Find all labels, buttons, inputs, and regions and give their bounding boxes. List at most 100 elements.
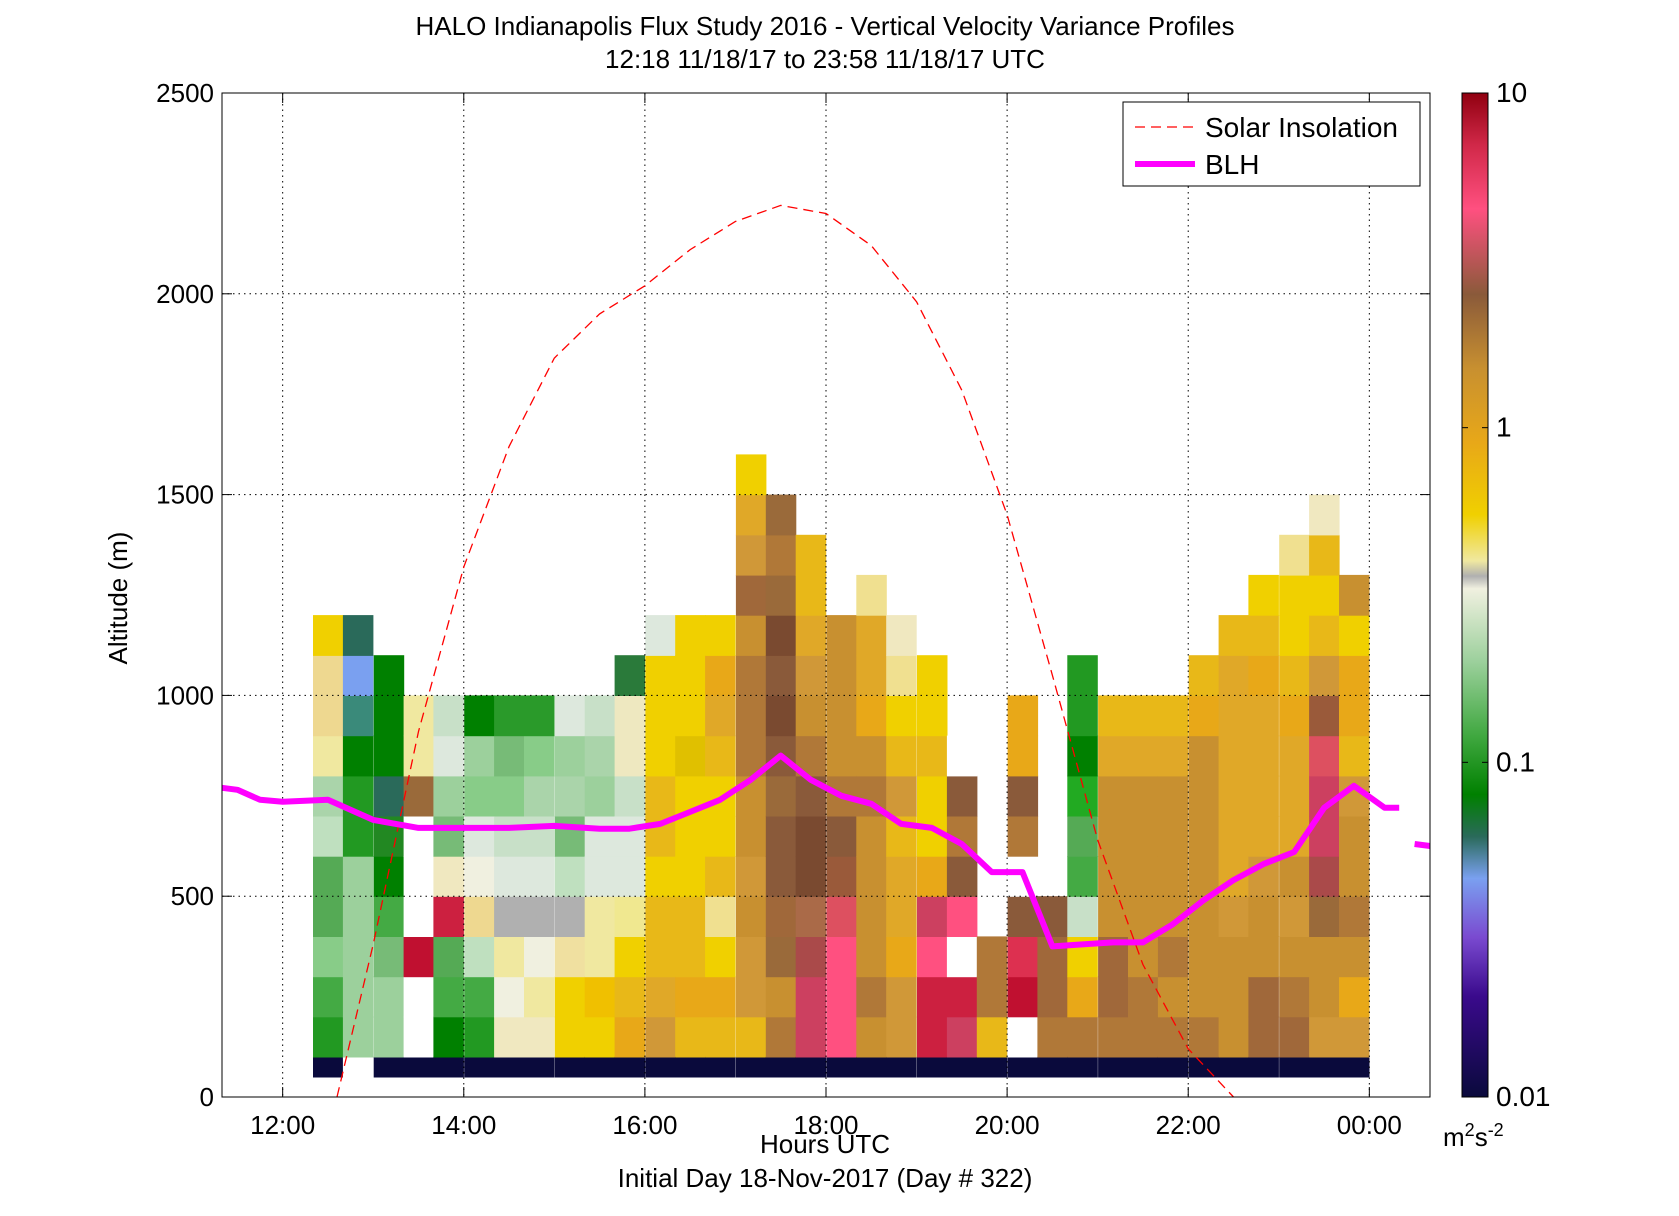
heatmap-cell bbox=[1248, 574, 1279, 616]
heatmap-cell bbox=[856, 815, 887, 857]
heatmap-cell bbox=[1037, 1016, 1068, 1058]
heatmap-cell bbox=[1248, 896, 1279, 937]
heatmap-cell bbox=[1309, 655, 1340, 696]
heatmap-cell bbox=[494, 936, 525, 978]
heatmap-cell bbox=[313, 1016, 344, 1058]
heatmap-cell bbox=[1279, 976, 1310, 1018]
heatmap-cell bbox=[554, 856, 586, 897]
heatmap-cell bbox=[373, 735, 405, 777]
heatmap-cell bbox=[675, 615, 706, 656]
heatmap-cell bbox=[1188, 815, 1220, 857]
heatmap-cell bbox=[1309, 574, 1340, 616]
heatmap-cell bbox=[433, 896, 464, 937]
heatmap-cell bbox=[765, 695, 797, 737]
heatmap-cell bbox=[795, 534, 827, 576]
heatmap-cell bbox=[1339, 896, 1370, 937]
heatmap-cell bbox=[1128, 1056, 1159, 1078]
heatmap-cell bbox=[1098, 856, 1129, 897]
heatmap-cell bbox=[1218, 815, 1250, 857]
heatmap-cell bbox=[1067, 695, 1098, 737]
heatmap-cell bbox=[584, 896, 616, 937]
heatmap-cell bbox=[313, 856, 344, 897]
heatmap-cell bbox=[313, 815, 344, 857]
heatmap-cell bbox=[705, 936, 736, 978]
heatmap-cell bbox=[1248, 976, 1279, 1018]
heatmap-cell bbox=[1157, 695, 1189, 737]
heatmap-cell bbox=[1248, 735, 1279, 777]
heatmap-cell bbox=[735, 494, 767, 536]
legend-label-blh: BLH bbox=[1205, 149, 1259, 180]
heatmap-cell bbox=[1279, 574, 1310, 616]
heatmap-cell bbox=[1157, 1056, 1189, 1078]
heatmap-cell bbox=[403, 775, 435, 817]
legend: Solar Insolation BLH bbox=[1122, 101, 1421, 187]
heatmap-cell bbox=[705, 695, 736, 737]
solar-insolation-series bbox=[336, 204, 1234, 1098]
heatmap-cell bbox=[373, 856, 405, 897]
heatmap-cell bbox=[1007, 775, 1039, 817]
heatmap-cell bbox=[856, 1056, 887, 1078]
heatmap-cell bbox=[1067, 815, 1098, 857]
heatmap-cell bbox=[1279, 695, 1310, 737]
heatmap-cell bbox=[1098, 976, 1129, 1018]
heatmap-cell bbox=[1157, 775, 1189, 817]
y-tick-label: 500 bbox=[171, 881, 214, 911]
heatmap-cell bbox=[826, 615, 857, 656]
heatmap-cell bbox=[554, 775, 586, 817]
heatmap-cell bbox=[1339, 1056, 1370, 1078]
heatmap-cell bbox=[1007, 936, 1039, 978]
heatmap-cell bbox=[1188, 695, 1220, 737]
heatmap-cell bbox=[765, 815, 797, 857]
heatmap-cell bbox=[795, 856, 827, 897]
heatmap-cell bbox=[433, 976, 464, 1018]
heatmap-cell bbox=[554, 896, 586, 937]
heatmap-cell bbox=[1248, 1056, 1279, 1078]
heatmap-cell bbox=[856, 695, 887, 737]
x-tick-label: 00:00 bbox=[1337, 1110, 1402, 1140]
heatmap-cell bbox=[403, 936, 435, 978]
heatmap-cell bbox=[1157, 735, 1189, 777]
heatmap-cell bbox=[946, 896, 978, 937]
heatmap-cell bbox=[917, 1056, 948, 1078]
heatmap-cell bbox=[765, 615, 797, 656]
heatmap-cell bbox=[1067, 735, 1098, 777]
colorbar-tick-label: 1 bbox=[1496, 412, 1512, 443]
heatmap-cell bbox=[554, 1056, 586, 1078]
heatmap-cell bbox=[735, 896, 767, 937]
heatmap-cell bbox=[675, 936, 706, 978]
heatmap-cell bbox=[1067, 856, 1098, 897]
heatmap-cell bbox=[1157, 936, 1189, 978]
heatmap-cell bbox=[886, 655, 917, 696]
heatmap-cell bbox=[946, 1016, 978, 1058]
heatmap-cell bbox=[1339, 574, 1370, 616]
chart-title-line2: 12:18 11/18/17 to 23:58 11/18/17 UTC bbox=[605, 44, 1045, 74]
heatmap-cell bbox=[735, 534, 767, 576]
heatmap-cell bbox=[313, 615, 344, 656]
x-axis-label: Hours UTC bbox=[760, 1129, 890, 1159]
heatmap-cell bbox=[584, 1056, 616, 1078]
heatmap-cell bbox=[342, 615, 374, 656]
heatmap-cell bbox=[886, 615, 917, 656]
heatmap-cell bbox=[1157, 856, 1189, 897]
heatmap-cell bbox=[946, 856, 978, 897]
heatmap-cell bbox=[1188, 655, 1220, 696]
heatmap-cell bbox=[1188, 936, 1220, 978]
heatmap-cell bbox=[1248, 815, 1279, 857]
heatmap-cell bbox=[1067, 1016, 1098, 1058]
heatmap-cell bbox=[765, 976, 797, 1018]
heatmap-cell bbox=[403, 896, 435, 937]
heatmap-cell bbox=[1037, 976, 1068, 1018]
heatmap-cell bbox=[584, 775, 616, 817]
heatmap-cell bbox=[1309, 936, 1340, 978]
heatmap-cell bbox=[313, 655, 344, 696]
heatmap-cell bbox=[1157, 976, 1189, 1018]
heatmap-cell bbox=[886, 856, 917, 897]
y-axis-label: Altitude (m) bbox=[103, 532, 133, 665]
heatmap-cell bbox=[1279, 1016, 1310, 1058]
grid-lines bbox=[222, 92, 1430, 1098]
heatmap-cell bbox=[614, 896, 646, 937]
heatmap-cell bbox=[765, 1016, 797, 1058]
heatmap-cell bbox=[1128, 815, 1159, 857]
heatmap-cell bbox=[976, 936, 1008, 978]
